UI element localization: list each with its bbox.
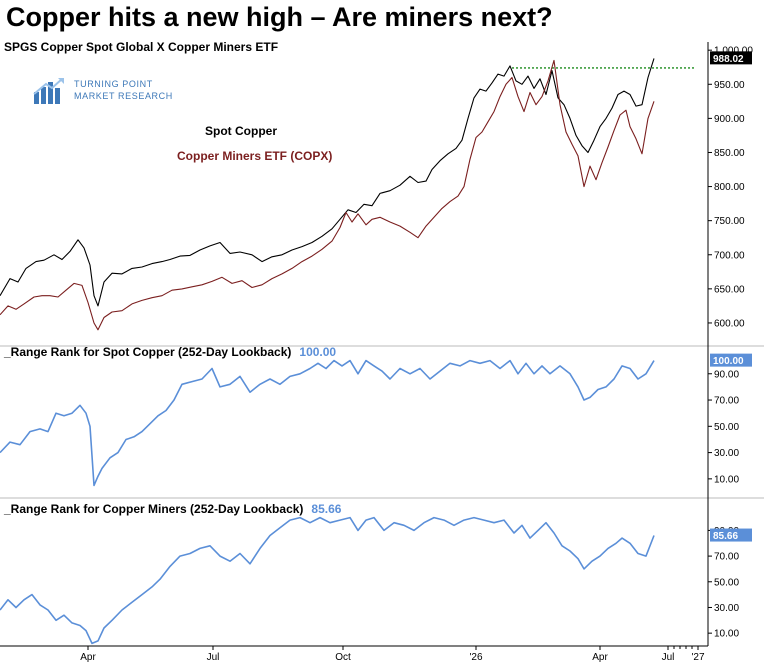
rank-miners-panel: _Range Rank for Copper Miners (252-Day L… xyxy=(0,502,655,645)
last-value-label: 988.02 xyxy=(713,54,744,65)
x-tick-label: '26 xyxy=(469,652,482,663)
y-tick-label: 30.00 xyxy=(714,448,739,459)
series-line-primary xyxy=(0,516,655,645)
y-tick-label: 650.00 xyxy=(714,284,745,295)
x-tick-label: Jul xyxy=(207,652,220,663)
series-line-secondary xyxy=(0,59,655,331)
y-tick-label: 50.00 xyxy=(714,422,739,433)
bar-chart-arrow-icon xyxy=(33,78,64,104)
chart-title: Copper hits a new high – Are miners next… xyxy=(6,2,553,32)
y-tick-label: 600.00 xyxy=(714,318,745,329)
panel-title-value: 100.00 xyxy=(299,345,336,359)
panel-title: _Range Rank for Spot Copper (252-Day Loo… xyxy=(3,345,291,359)
series-line-primary xyxy=(0,58,655,307)
series-line-primary xyxy=(0,359,655,487)
x-tick-label: Apr xyxy=(80,652,96,663)
y-tick-label: 850.00 xyxy=(714,148,745,159)
y-tick-label: 800.00 xyxy=(714,182,745,193)
grid-layer xyxy=(0,345,764,499)
y-tick-label: 70.00 xyxy=(714,396,739,407)
y-tick-label: 30.00 xyxy=(714,603,739,614)
axis-layer: 1,000.00 950.00 900.00 850.00 800.00 750.00 70… xyxy=(0,42,753,663)
y-tick-label: 1,000.00 xyxy=(714,46,753,57)
panel-title-value: 85.66 xyxy=(311,502,341,516)
y-tick-label: 70.00 xyxy=(714,552,739,563)
x-tick-label: Jul xyxy=(662,652,675,663)
y-tick-label: 900.00 xyxy=(714,114,745,125)
y-tick-label: 10.00 xyxy=(714,474,739,485)
x-tick-label: '27 xyxy=(691,652,704,663)
last-value-label: 100.00 xyxy=(713,356,744,367)
y-tick-label: 750.00 xyxy=(714,216,745,227)
y-tick-label: 950.00 xyxy=(714,80,745,91)
y-tick-label: 50.00 xyxy=(714,577,739,588)
rank-copper-panel: _Range Rank for Spot Copper (252-Day Loo… xyxy=(0,345,655,487)
x-tick-label: Oct xyxy=(335,652,351,663)
last-value-badge xyxy=(710,353,752,367)
logo-line-1: TURNING POINT xyxy=(74,79,153,89)
price-panel: Spot Copper Copper Miners ETF (COPX) xyxy=(0,58,694,331)
last-value-label: 85.66 xyxy=(713,531,738,542)
panel-title: _Range Rank for Copper Miners (252-Day L… xyxy=(3,502,303,516)
y-tick-label: 10.00 xyxy=(714,629,739,640)
x-tick-label: Apr xyxy=(592,652,608,663)
legend-spot-copper: Spot Copper xyxy=(205,124,277,138)
chart-subtitle: SPGS Copper Spot Global X Copper Miners … xyxy=(4,40,279,54)
y-tick-label: 700.00 xyxy=(714,250,745,261)
logo-line-2: MARKET RESEARCH xyxy=(74,91,173,101)
last-value-badge xyxy=(710,51,752,65)
last-value-badge xyxy=(710,528,752,542)
legend-copper-miners: Copper Miners ETF (COPX) xyxy=(177,149,332,163)
company-logo: TURNING POINT MARKET RESEARCH xyxy=(32,76,182,106)
y-tick-label: 90.00 xyxy=(714,369,739,380)
